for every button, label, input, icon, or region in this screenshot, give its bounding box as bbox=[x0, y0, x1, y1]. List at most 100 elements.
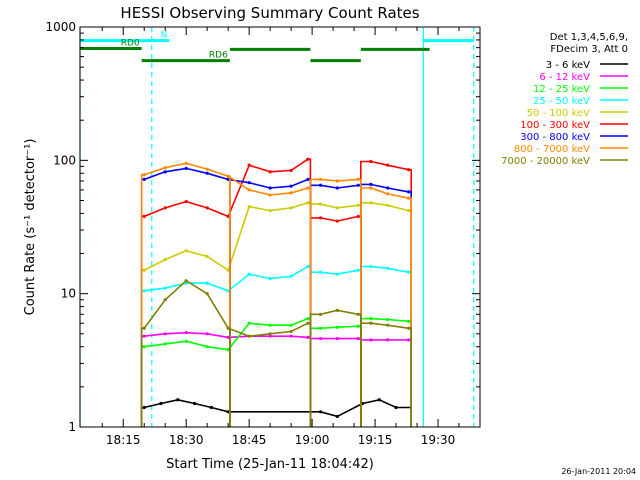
series-point-6-0 bbox=[142, 177, 146, 181]
series-point-6-12 bbox=[369, 182, 373, 186]
series-point-0-0 bbox=[142, 405, 146, 410]
series-point-6-8 bbox=[306, 177, 310, 181]
y-tick-label-1: 10 bbox=[61, 287, 76, 301]
series-point-5-13 bbox=[386, 163, 390, 167]
x-tick-label-4: 19:15 bbox=[358, 433, 393, 447]
series-point-0-10 bbox=[394, 405, 398, 410]
plot-area: N RD0 RD6 bbox=[79, 27, 475, 427]
timestamp: 26-Jan-2011 20:04 bbox=[561, 467, 636, 476]
legend-header-0: Det 1,3,4,5,6,9, bbox=[550, 32, 628, 43]
x-tick-label-1: 18:30 bbox=[169, 433, 204, 447]
series-point-1-3 bbox=[205, 332, 209, 336]
series-point-1-10 bbox=[335, 337, 339, 341]
series-point-1-11 bbox=[356, 337, 360, 341]
series-point-7-7 bbox=[289, 191, 293, 195]
series-point-2-11 bbox=[356, 324, 360, 328]
series-point-6-11 bbox=[356, 183, 360, 187]
series-point-2-2 bbox=[184, 339, 188, 343]
series-point-0-7 bbox=[335, 414, 339, 419]
series-point-2-1 bbox=[163, 342, 167, 346]
y-tick-label-0: 1 bbox=[68, 420, 76, 434]
series-point-8-2 bbox=[184, 279, 188, 283]
series-point-7-13 bbox=[386, 192, 390, 196]
legend-label-2: 12 - 25 keV bbox=[533, 84, 590, 95]
series-point-4-5 bbox=[247, 204, 251, 209]
series-point-1-14 bbox=[407, 338, 411, 342]
series-point-5-10 bbox=[335, 219, 339, 223]
legend-label-3: 25 - 50 keV bbox=[533, 96, 590, 107]
x-tick-label-5: 19:30 bbox=[421, 433, 456, 447]
chart-title: HESSI Observing Summary Count Rates bbox=[120, 4, 419, 22]
y-axis-label: Count Rate (s⁻¹ detector⁻¹) bbox=[23, 139, 38, 316]
series-point-6-4 bbox=[226, 177, 230, 181]
series-point-8-5 bbox=[247, 334, 251, 338]
series-point-3-4 bbox=[226, 289, 230, 293]
series-point-2-4 bbox=[226, 348, 230, 352]
y-tick-label-2: 100 bbox=[53, 153, 76, 167]
series-point-7-0 bbox=[142, 173, 146, 177]
series-point-1-2 bbox=[184, 331, 188, 335]
series-point-1-1 bbox=[163, 332, 167, 336]
legend: Det 1,3,4,5,6,9,FDecim 3, Att 0 3 - 6 keV… bbox=[501, 32, 628, 167]
series-point-0-5 bbox=[226, 410, 230, 414]
y-axis-ticks: 1 10 100 1000 bbox=[45, 20, 480, 434]
series-point-2-12 bbox=[369, 317, 373, 321]
series-point-3-11 bbox=[356, 268, 360, 272]
series-point-5-14 bbox=[407, 168, 411, 172]
series-point-6-5 bbox=[247, 181, 251, 185]
series-point-6-14 bbox=[407, 190, 411, 194]
legend-label-7: 800 - 7000 keV bbox=[514, 144, 590, 155]
series-point-7-6 bbox=[268, 193, 272, 197]
series-point-4-14 bbox=[407, 208, 411, 213]
series-point-3-14 bbox=[407, 270, 411, 274]
series-point-7-1 bbox=[163, 166, 167, 170]
series-point-2-14 bbox=[407, 319, 411, 323]
series-point-3-13 bbox=[386, 266, 390, 270]
series-point-7-8 bbox=[306, 186, 310, 190]
series-point-7-12 bbox=[369, 186, 373, 190]
x-axis-label: Start Time (25-Jan-11 18:04:42) bbox=[166, 457, 374, 472]
series-point-4-1 bbox=[163, 258, 167, 262]
series-point-7-11 bbox=[356, 177, 360, 181]
series-point-2-9 bbox=[318, 326, 323, 330]
series-point-8-11 bbox=[356, 312, 360, 316]
series-point-7-5 bbox=[247, 188, 251, 192]
series-point-4-10 bbox=[335, 206, 339, 210]
series-point-6-2 bbox=[184, 166, 188, 170]
series-point-7-4 bbox=[226, 174, 230, 178]
series-point-4-2 bbox=[184, 249, 188, 253]
flag-label-0: N bbox=[161, 31, 168, 41]
series-point-3-9 bbox=[318, 270, 323, 274]
series-point-3-7 bbox=[289, 274, 293, 278]
series-point-0-2 bbox=[176, 398, 180, 402]
legend-label-1: 6 - 12 keV bbox=[539, 72, 590, 83]
series-point-0-4 bbox=[209, 405, 213, 410]
series-point-5-12 bbox=[369, 159, 373, 164]
series-point-2-3 bbox=[205, 345, 209, 349]
series-point-8-3 bbox=[205, 292, 209, 296]
series-point-6-1 bbox=[163, 170, 167, 174]
series-point-5-4 bbox=[226, 214, 230, 218]
series-point-0-8 bbox=[360, 401, 365, 406]
x-tick-label-0: 18:15 bbox=[106, 433, 141, 447]
series-point-2-10 bbox=[335, 325, 339, 329]
series-point-4-8 bbox=[306, 201, 310, 205]
series-point-8-10 bbox=[335, 308, 339, 312]
series-point-4-11 bbox=[356, 203, 360, 207]
series-point-6-9 bbox=[318, 183, 323, 187]
series-point-6-13 bbox=[386, 186, 390, 190]
legend-label-8: 7000 - 20000 keV bbox=[501, 156, 590, 167]
series-point-8-4 bbox=[226, 326, 230, 330]
series-point-3-0 bbox=[142, 289, 146, 293]
series-point-1-4 bbox=[226, 335, 230, 339]
series-point-1-8 bbox=[306, 335, 310, 339]
series-point-0-1 bbox=[159, 401, 163, 406]
series-point-5-0 bbox=[142, 214, 146, 218]
series-8 bbox=[140, 279, 412, 427]
series-point-1-7 bbox=[289, 334, 293, 338]
series-point-8-1 bbox=[163, 298, 167, 302]
series-point-2-5 bbox=[247, 321, 251, 325]
series-point-6-10 bbox=[335, 186, 339, 190]
series-point-6-7 bbox=[289, 184, 293, 188]
